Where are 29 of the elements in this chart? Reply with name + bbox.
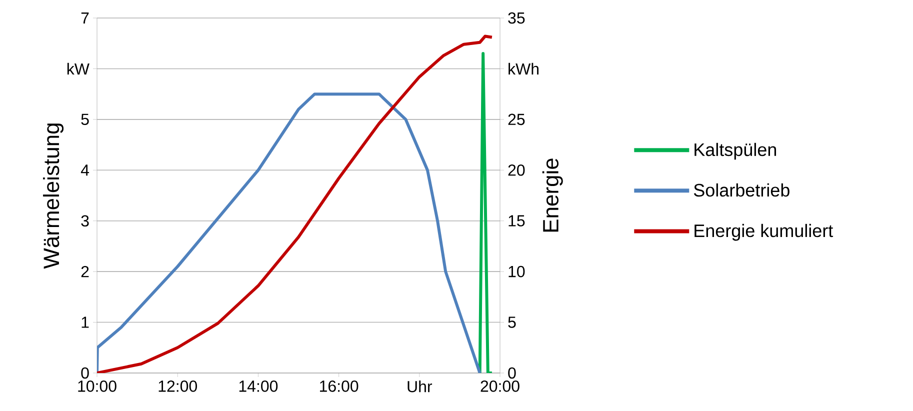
y-tick-label: kW	[67, 62, 90, 75]
y2-tick-label: 15	[508, 215, 525, 226]
y-tick-label: 0	[81, 367, 89, 379]
x-tick-label: 14:00	[239, 380, 278, 392]
line-series	[97, 34, 494, 373]
x-tick-label: 10:00	[78, 380, 116, 392]
y-tick-label: 2	[81, 266, 89, 278]
legend-label: Energie kumuliert	[694, 224, 834, 241]
y2-tick-label: 20	[508, 164, 525, 176]
y2-tick-label: kWh	[508, 62, 538, 75]
y2-axis-title: Energie	[542, 158, 563, 232]
y2-tick-label: 5	[508, 316, 516, 328]
y-tick-label: 7	[81, 12, 89, 24]
line-series	[97, 92, 482, 373]
y2-tick-label: 35	[508, 12, 525, 24]
y-axis-title: Wärmeleistung	[43, 124, 64, 269]
y-tick-label: 4	[80, 164, 90, 176]
y2-tick-label: 10	[508, 266, 525, 278]
y-tick-label: 3	[81, 215, 89, 227]
y-tick-label: 5	[81, 114, 89, 126]
y-tick-label: 1	[82, 316, 89, 328]
x-tick-label: Uhr	[408, 380, 432, 392]
y2-tick-label: 0	[508, 367, 516, 379]
x-tick-label: 20:00	[480, 380, 520, 392]
x-tick-label: 12:00	[158, 380, 197, 392]
y2-tick-label: 25	[508, 114, 525, 126]
legend-label: Solarbetrieb	[694, 183, 790, 197]
legend-label: Kaltspülen	[694, 142, 776, 160]
x-tick-label: 16:00	[320, 380, 358, 392]
